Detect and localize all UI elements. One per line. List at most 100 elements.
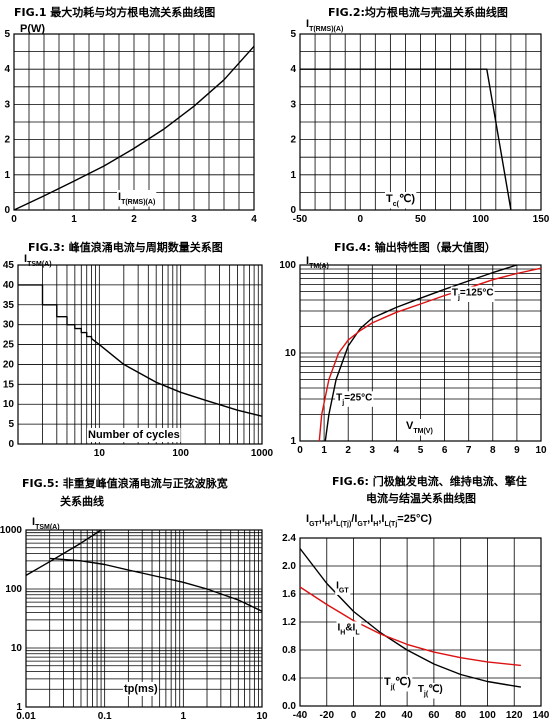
fig6-xtick-label: 20 xyxy=(375,710,387,721)
fig2-title: FIG.2:均方根电流与壳温关系曲线图 xyxy=(328,6,508,19)
fig6-annotation-bg xyxy=(336,621,362,637)
fig4-series-0 xyxy=(324,264,518,442)
fig6-frame xyxy=(299,537,542,707)
fig5-ylabel: ITSM(A) xyxy=(32,516,60,531)
fig2-ytick-label: 4 xyxy=(290,64,296,75)
fig1-xtick-label: 2 xyxy=(131,214,137,225)
fig3-ytick-label: 15 xyxy=(3,379,15,390)
fig6-annotation-bg xyxy=(335,579,351,595)
fig1-xlabel: IT(RMS)(A) xyxy=(118,191,155,206)
fig4-annotation-0: Tj=125°C xyxy=(452,288,494,302)
fig1-xtick-label: 4 xyxy=(251,214,257,225)
fig4-xlabel: VTM(V) xyxy=(406,420,433,435)
fig4-xtick-label: 8 xyxy=(490,445,496,456)
fig6-xtick-label: 120 xyxy=(506,710,523,721)
fig4-xtick-label: 2 xyxy=(345,445,351,456)
fig6-annotation-bg xyxy=(416,683,444,699)
fig5-xtick-label: 0.01 xyxy=(16,711,36,721)
fig1-ytick-label: 1 xyxy=(4,170,10,181)
fig1-ytick-label: 2 xyxy=(4,135,10,146)
fig1-ytick-label: 4 xyxy=(4,64,10,75)
fig6-annotation-0: IGT xyxy=(336,580,349,594)
fig6-xtick-label: 40 xyxy=(402,710,414,721)
fig6-panel: FIG.6: 门极触发电流、维持电流、擎住 电流与结温关系曲线图 xyxy=(276,465,552,721)
fig6-ytick-label: 0.8 xyxy=(282,645,296,656)
fig6-ytick-label: 2.0 xyxy=(282,561,296,572)
fig3-ytick-label: 5 xyxy=(8,419,14,430)
fig2-frame xyxy=(299,33,542,211)
fig4-xtick-label: 0 xyxy=(297,445,303,456)
fig6-plot: -40 -20 0 20 40 60 80 100 120 140 0.0 0.4 0.8 1.2 1.6 2… xyxy=(282,513,550,721)
fig4-xtick-label: 9 xyxy=(514,445,520,456)
fig3-ytick-label: 45 xyxy=(3,260,15,271)
fig3-ytick-label: 0 xyxy=(8,439,14,450)
fig1-ytick-label: 5 xyxy=(4,29,10,40)
fig6-series-1 xyxy=(299,586,521,667)
fig5-frame xyxy=(25,529,263,708)
fig6-xtick-label: 80 xyxy=(455,710,467,721)
fig6-xtick-label: -40 xyxy=(293,710,308,721)
fig5-ytick-label: 1000 xyxy=(0,525,22,536)
fig2-ylabel: IT(RMS)(A) xyxy=(306,18,343,33)
fig6-ytick-label: 0.0 xyxy=(282,701,296,712)
fig3-xtick-label: 10 xyxy=(94,448,106,459)
fig1-panel: FIG.1 最大功耗与均方根电流关系曲线图 xyxy=(0,0,276,235)
fig5-xtick-label: 10 xyxy=(256,711,268,721)
fig1-xlabel-bg xyxy=(117,190,157,207)
fig3-plot: 10 100 1000 0 5 10 15 20 25 30 35 40 45 ITSM(A) Number… xyxy=(3,253,274,459)
fig4-panel: FIG.4: 输出特性图（最大值图） xyxy=(276,235,552,465)
fig6-ytick-label: 1.6 xyxy=(282,589,296,600)
fig5-xtick-label: 1 xyxy=(181,711,187,721)
fig1-ytick-label: 0 xyxy=(4,205,10,216)
fig2-ytick-label: 5 xyxy=(290,29,296,40)
fig1-xtick-label: 1 xyxy=(71,214,77,225)
fig4-annotation-1: Tj=25°C xyxy=(336,392,372,406)
fig4-xtick-label: 1 xyxy=(321,445,327,456)
fig6-xtick-label: 60 xyxy=(428,710,440,721)
fig6-xlabel: Tj(℃) xyxy=(384,676,411,691)
fig6-ytick-label: 0.4 xyxy=(282,673,296,684)
fig2-xtick-label: 100 xyxy=(472,214,489,225)
fig2-xtick-label: 150 xyxy=(533,214,550,225)
fig1-xtick-label: 0 xyxy=(11,214,17,225)
fig2-ytick-label: 0 xyxy=(290,205,296,216)
fig3-ytick-label: 20 xyxy=(3,359,15,370)
fig3-series-0 xyxy=(18,284,263,417)
fig4-series-1 xyxy=(318,267,542,442)
fig4-ytick-label: 100 xyxy=(279,260,296,271)
fig6-ytick-label: 2.4 xyxy=(282,533,296,544)
fig4-annotation-bg xyxy=(335,391,374,407)
fig5-xtick-label: 0.1 xyxy=(98,711,112,721)
fig5-title-line2: 关系曲线 xyxy=(60,495,104,508)
fig2-ytick-label: 2 xyxy=(290,135,296,146)
fig3-panel: FIG.3: 峰值浪涌电流与周期数量关系图 xyxy=(0,235,276,465)
fig1-frame xyxy=(13,33,255,211)
fig2-xtick-label: -50 xyxy=(293,214,308,225)
fig4-xtick-label: 7 xyxy=(466,445,472,456)
fig4-ylabel: ITM(A) xyxy=(306,255,329,270)
fig3-xlabel: Number of cycles xyxy=(88,429,180,441)
fig5-ytick-label: 10 xyxy=(11,643,23,654)
fig4-xtick-label: 4 xyxy=(394,445,400,456)
fig3-frame xyxy=(17,264,263,445)
fig3-ytick-label: 10 xyxy=(3,399,15,410)
fig3-ylabel: ITSM(A) xyxy=(24,253,52,268)
fig3-title: FIG.3: 峰值浪涌电流与周期数量关系图 xyxy=(28,241,223,254)
fig2-ytick-label: 3 xyxy=(290,99,296,110)
fig5-ytick-label: 100 xyxy=(5,584,22,595)
fig6-xtick-label: 0 xyxy=(351,710,357,721)
fig3-ytick-label: 25 xyxy=(3,340,15,351)
fig6-xtick-label: 100 xyxy=(479,710,496,721)
fig1-plot: 0 1 2 3 4 0 1 2 3 4 5 P(W) IT(RMS)(A) xyxy=(4,23,257,225)
fig5-xlabel-bg xyxy=(123,682,159,696)
fig3-ytick-label: 40 xyxy=(3,280,15,291)
fig3-ytick-label: 35 xyxy=(3,300,15,311)
fig6-xtick-label: 140 xyxy=(533,710,550,721)
fig1-ytick-label: 3 xyxy=(4,99,10,110)
fig6-title-line2: 电流与结温关系曲线图 xyxy=(366,492,476,505)
fig2-xlabel: Tc(℃) xyxy=(386,193,415,208)
fig1-xtick-label: 3 xyxy=(191,214,197,225)
fig2-ytick-label: 1 xyxy=(290,170,296,181)
